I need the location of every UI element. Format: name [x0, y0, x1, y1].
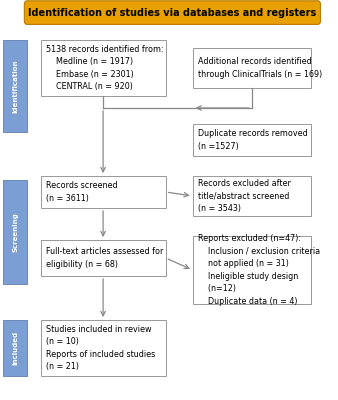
FancyBboxPatch shape: [193, 176, 311, 216]
Text: Additional records identified
through ClinicalTrials (n = 169): Additional records identified through Cl…: [198, 57, 322, 79]
FancyBboxPatch shape: [3, 40, 27, 132]
FancyBboxPatch shape: [41, 320, 166, 376]
FancyBboxPatch shape: [41, 40, 166, 96]
Text: 5138 records identified from:
    Medline (n = 1917)
    Embase (n = 2301)
    C: 5138 records identified from: Medline (n…: [46, 45, 163, 91]
Text: Included: Included: [12, 331, 18, 365]
FancyBboxPatch shape: [3, 180, 27, 284]
Text: Records excluded after
title/abstract screened
(n = 3543): Records excluded after title/abstract sc…: [198, 179, 291, 213]
Text: Identification of studies via databases and registers: Identification of studies via databases …: [28, 8, 316, 18]
FancyBboxPatch shape: [41, 240, 166, 276]
Text: Full-text articles assessed for
eligibility (n = 68): Full-text articles assessed for eligibil…: [46, 247, 163, 269]
Text: Identification: Identification: [12, 59, 18, 113]
FancyBboxPatch shape: [41, 176, 166, 208]
Text: Records screened
(n = 3611): Records screened (n = 3611): [46, 181, 117, 203]
Text: Duplicate records removed
(n =1527): Duplicate records removed (n =1527): [198, 129, 308, 151]
FancyBboxPatch shape: [3, 320, 27, 376]
FancyBboxPatch shape: [193, 236, 311, 304]
FancyBboxPatch shape: [193, 124, 311, 156]
Text: Screening: Screening: [12, 212, 18, 252]
FancyBboxPatch shape: [24, 1, 320, 24]
FancyBboxPatch shape: [193, 48, 311, 88]
Text: Studies included in review
(n = 10)
Reports of included studies
(n = 21): Studies included in review (n = 10) Repo…: [46, 325, 155, 371]
Text: Reports excluded (n=47):
    Inclusion / exclusion criteria
    not applied (n =: Reports excluded (n=47): Inclusion / exc…: [198, 234, 320, 306]
